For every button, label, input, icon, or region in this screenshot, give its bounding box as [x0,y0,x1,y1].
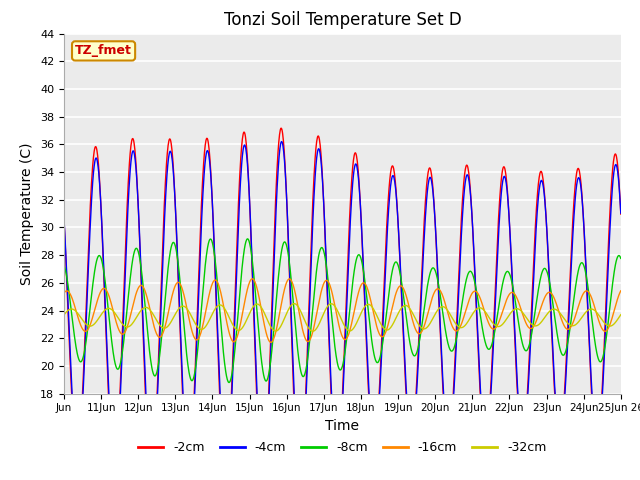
Text: TZ_fmet: TZ_fmet [75,44,132,58]
X-axis label: Time: Time [325,419,360,433]
Title: Tonzi Soil Temperature Set D: Tonzi Soil Temperature Set D [223,11,461,29]
Legend: -2cm, -4cm, -8cm, -16cm, -32cm: -2cm, -4cm, -8cm, -16cm, -32cm [133,436,552,459]
Y-axis label: Soil Temperature (C): Soil Temperature (C) [20,143,35,285]
